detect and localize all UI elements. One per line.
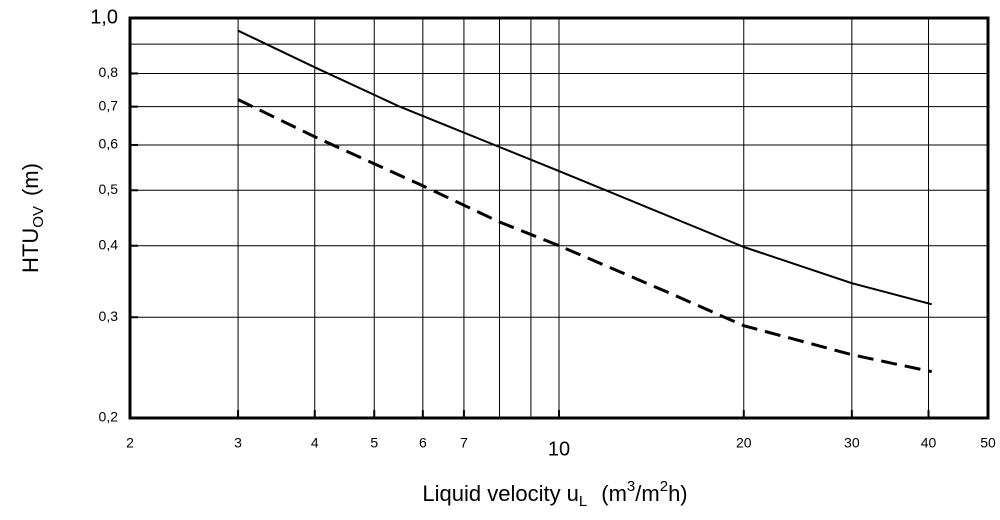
y-tick-label: 0,4 [99,236,119,252]
x-tick-label: 5 [370,435,378,451]
x-axis-label: Liquid velocity uL (m3/m2h) [422,478,687,510]
x-tick-label: 30 [844,435,860,451]
x-tick-label: 6 [419,435,427,451]
y-tick-label: 0,6 [99,136,119,152]
series-line [237,29,933,306]
series-line [237,98,933,374]
x-tick-label: 10 [548,438,570,460]
x-tick-label: 4 [311,435,319,451]
x-tick-label: 50 [980,435,996,451]
x-tick-label: 3 [234,435,242,451]
x-tick-label: 20 [736,435,752,451]
y-tick-label: 0,2 [99,409,119,425]
x-tick-label: 40 [921,435,937,451]
x-tick-label: 2 [126,435,134,451]
x-tick-label: 7 [460,435,468,451]
y-tick-label: 1,0 [90,6,118,28]
y-tick-label: 0,7 [99,97,119,113]
y-tick-label: 0,5 [99,181,119,197]
y-tick-label: 0,3 [99,308,119,324]
y-axis-label: HTUOV(m) [18,163,47,273]
y-tick-label: 0,8 [99,64,119,80]
